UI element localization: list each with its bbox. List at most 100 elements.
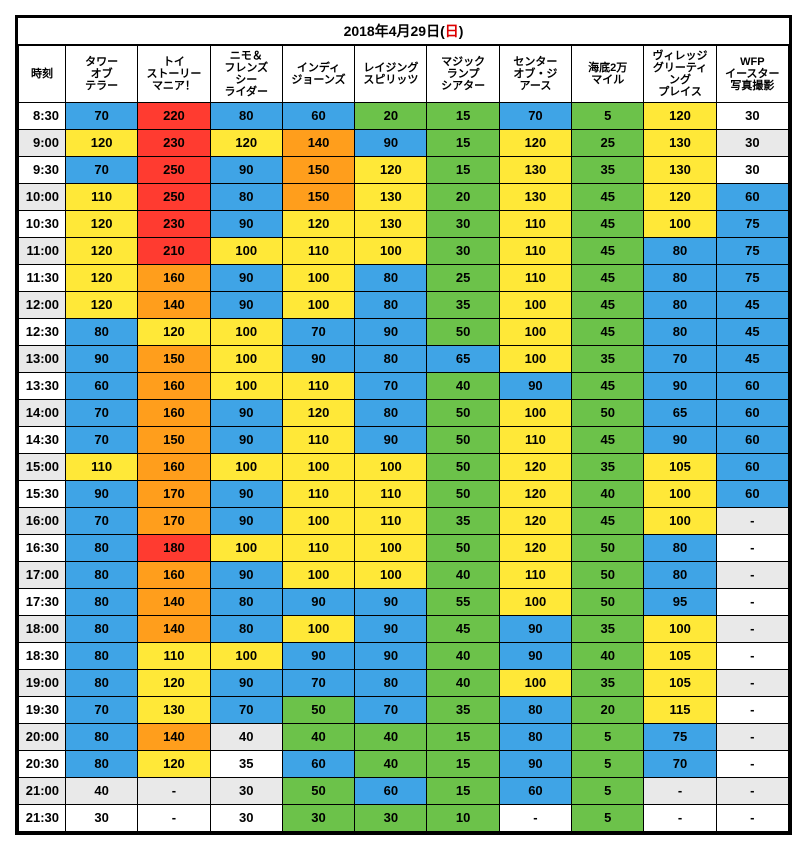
data-cell: 120 [355,157,427,184]
data-cell: 120 [644,184,716,211]
data-cell: 90 [210,157,282,184]
data-cell: 65 [644,400,716,427]
data-cell: 90 [210,427,282,454]
data-cell: 30 [210,805,282,832]
data-cell: 65 [427,346,499,373]
data-cell: 110 [499,427,571,454]
data-cell: 50 [572,400,644,427]
table-row: 11:0012021010011010030110458075 [19,238,789,265]
time-cell: 12:00 [19,292,66,319]
data-cell: 140 [138,589,210,616]
table-row: 8:30702208060201570512030 [19,103,789,130]
table-row: 9:0012023012014090151202513030 [19,130,789,157]
data-cell: 110 [499,211,571,238]
time-cell: 20:30 [19,751,66,778]
data-cell: 90 [355,319,427,346]
data-cell: 35 [572,346,644,373]
data-cell: 45 [572,508,644,535]
data-cell: 55 [427,589,499,616]
data-cell: 80 [499,697,571,724]
data-cell: 160 [138,454,210,481]
data-cell: 100 [355,535,427,562]
data-cell: 120 [66,292,138,319]
table-row: 11:30120160901008025110458075 [19,265,789,292]
data-cell: 250 [138,184,210,211]
data-cell: 60 [716,454,788,481]
header-cell: センターオブ・ジアース [499,46,571,103]
table-row: 12:00120140901008035100458045 [19,292,789,319]
data-cell: 90 [210,265,282,292]
table-row: 13:3060160100110704090459060 [19,373,789,400]
data-cell: 35 [572,670,644,697]
data-cell: 50 [427,319,499,346]
header-cell: インディジョーンズ [282,46,354,103]
title-day: 日 [445,23,459,39]
data-cell: 45 [572,238,644,265]
data-cell: 5 [572,751,644,778]
header-cell: マジックランプシアター [427,46,499,103]
data-cell: 100 [210,373,282,400]
time-cell: 18:00 [19,616,66,643]
data-cell: 100 [499,670,571,697]
table-row: 12:3080120100709050100458045 [19,319,789,346]
data-cell: 100 [210,319,282,346]
data-cell: 210 [138,238,210,265]
data-cell: 150 [282,184,354,211]
data-cell: 80 [355,670,427,697]
data-cell: - [138,778,210,805]
data-cell: 160 [138,400,210,427]
data-cell: 100 [210,643,282,670]
data-cell: 70 [66,103,138,130]
data-cell: 50 [572,589,644,616]
data-cell: 90 [499,373,571,400]
data-cell: - [716,778,788,805]
data-cell: 110 [66,184,138,211]
data-cell: 90 [499,751,571,778]
data-cell: 80 [644,292,716,319]
table-row: 14:3070150901109050110459060 [19,427,789,454]
data-cell: 35 [210,751,282,778]
data-cell: 75 [716,238,788,265]
data-cell: 100 [282,508,354,535]
data-cell: 50 [282,778,354,805]
data-cell: 40 [572,481,644,508]
data-cell: 80 [66,319,138,346]
data-cell: 5 [572,778,644,805]
data-cell: 90 [355,427,427,454]
data-cell: 100 [644,508,716,535]
data-cell: 45 [572,373,644,400]
data-cell: 230 [138,130,210,157]
wait-times-table: 時刻タワーオブテラートイストーリーマニア！ニモ＆フレンズシーライダーインディジョ… [18,45,789,832]
title-suffix: ) [459,23,464,39]
data-cell: 45 [716,346,788,373]
data-cell: 80 [355,265,427,292]
data-cell: 20 [427,184,499,211]
time-cell: 19:00 [19,670,66,697]
header-cell: レイジングスピリッツ [355,46,427,103]
time-cell: 12:30 [19,319,66,346]
data-cell: 130 [644,157,716,184]
data-cell: 90 [66,481,138,508]
data-cell: - [499,805,571,832]
data-cell: 105 [644,643,716,670]
data-cell: 25 [572,130,644,157]
data-cell: 160 [138,373,210,400]
data-cell: 95 [644,589,716,616]
data-cell: 100 [210,454,282,481]
data-cell: 120 [66,265,138,292]
time-cell: 11:30 [19,265,66,292]
data-cell: - [716,670,788,697]
data-cell: 35 [572,454,644,481]
data-cell: 120 [138,319,210,346]
data-cell: 35 [572,157,644,184]
data-cell: 20 [355,103,427,130]
data-cell: 40 [282,724,354,751]
data-cell: 140 [138,292,210,319]
data-cell: 115 [644,697,716,724]
data-cell: 90 [644,373,716,400]
time-cell: 17:00 [19,562,66,589]
header-cell: トイストーリーマニア！ [138,46,210,103]
table-row: 21:3030-30303010-5-- [19,805,789,832]
data-cell: 45 [716,319,788,346]
data-cell: 110 [282,535,354,562]
